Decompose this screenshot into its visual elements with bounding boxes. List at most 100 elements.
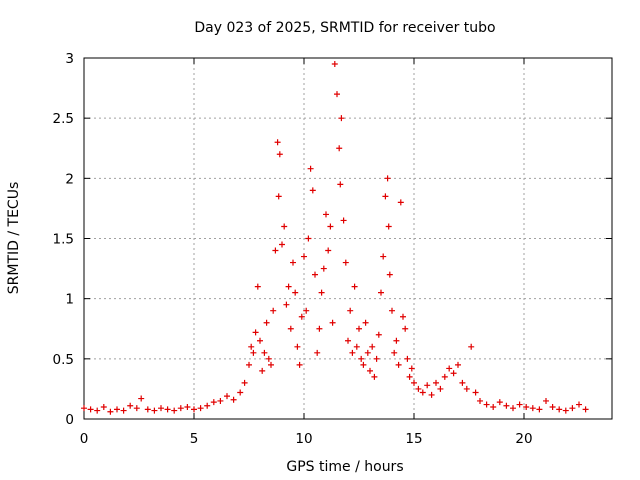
data-point: [257, 337, 263, 344]
data-point: [490, 403, 497, 410]
data-point: [204, 402, 211, 409]
data-point: [279, 241, 285, 248]
x-tick-label: 15: [405, 431, 422, 447]
data-point: [261, 349, 268, 356]
data-point: [316, 325, 323, 332]
data-point: [369, 343, 376, 350]
data-point: [292, 289, 299, 296]
data-point: [569, 405, 576, 412]
data-point: [351, 283, 358, 290]
axis-ticks: 0 5 10 15 20 0 0.5 1 1.5 2 2.5 3: [53, 51, 612, 447]
data-point: [314, 349, 321, 356]
x-tick-label: 20: [515, 431, 532, 447]
data-point: [408, 365, 415, 372]
data-point: [296, 361, 303, 368]
data-point: [265, 355, 272, 362]
data-point: [543, 397, 549, 404]
data-point: [582, 406, 589, 413]
data-point: [230, 396, 237, 403]
grid: [84, 58, 612, 419]
data-point: [274, 139, 281, 146]
data-point: [144, 406, 151, 413]
data-point: [402, 325, 409, 332]
data-point: [336, 145, 343, 152]
data-point: [305, 235, 312, 242]
data-point: [217, 397, 224, 404]
data-point: [441, 373, 448, 380]
data-point: [347, 307, 354, 314]
data-point: [331, 61, 338, 68]
data-point: [373, 355, 380, 362]
data-point: [285, 283, 292, 290]
data-point: [158, 405, 164, 412]
data-point: [120, 407, 127, 414]
data-point: [477, 397, 483, 404]
data-point: [342, 259, 349, 266]
data-point: [395, 361, 402, 368]
data-point: [367, 367, 373, 374]
data-point: [100, 403, 107, 410]
data-point: [446, 365, 453, 372]
data-point: [87, 406, 94, 413]
data-point: [259, 367, 266, 374]
data-point: [424, 382, 431, 389]
data-point: [510, 405, 516, 412]
data-point: [391, 349, 398, 356]
data-point: [323, 211, 329, 218]
chart-title: Day 023 of 2025, SRMTID for receiver tub…: [194, 20, 495, 36]
y-tick-label: 0.5: [53, 352, 74, 368]
data-point: [177, 405, 184, 412]
data-point: [290, 259, 296, 266]
data-point: [276, 151, 283, 158]
data-point: [283, 301, 290, 308]
data-point: [272, 247, 279, 254]
data-point: [248, 343, 255, 350]
data-point: [325, 247, 332, 254]
data-point: [562, 407, 569, 414]
data-point: [356, 325, 362, 332]
data-point: [318, 289, 325, 296]
data-point: [468, 343, 475, 350]
data-point: [428, 391, 435, 398]
data-point: [576, 401, 582, 408]
y-tick-label: 2: [65, 171, 74, 187]
data-point: [459, 379, 466, 386]
data-point: [360, 361, 367, 368]
data-point: [301, 253, 307, 260]
data-point: [516, 401, 523, 408]
data-point: [334, 91, 340, 98]
data-point: [184, 403, 191, 410]
data-point: [389, 307, 395, 314]
x-axis-label: GPS time / hours: [286, 459, 403, 475]
plot-frame: [83, 57, 613, 420]
data-point: [375, 331, 382, 338]
data-point: [337, 181, 344, 188]
data-point: [303, 307, 310, 314]
y-tick-label: 2.5: [53, 111, 74, 127]
data-point: [294, 343, 301, 350]
data-point: [338, 115, 345, 122]
data-point: [419, 389, 426, 396]
data-point: [380, 253, 387, 260]
data-point: [378, 289, 384, 296]
data-point: [382, 193, 389, 200]
data-point: [433, 379, 439, 386]
data-point: [164, 406, 171, 413]
x-tick-label: 10: [295, 431, 312, 447]
data-point: [353, 343, 360, 350]
data-point: [503, 402, 510, 409]
data-point: [127, 402, 134, 409]
y-tick-label: 3: [65, 51, 74, 67]
data-point: [385, 223, 392, 230]
data-point: [472, 389, 479, 396]
data-point: [210, 399, 217, 406]
data-point: [384, 175, 391, 182]
data-point: [312, 271, 318, 278]
data-point: [81, 405, 87, 412]
x-tick-label: 0: [80, 431, 89, 447]
data-point: [237, 389, 244, 396]
data-point: [349, 349, 356, 356]
data-point: [298, 313, 305, 320]
data-point: [496, 399, 503, 406]
